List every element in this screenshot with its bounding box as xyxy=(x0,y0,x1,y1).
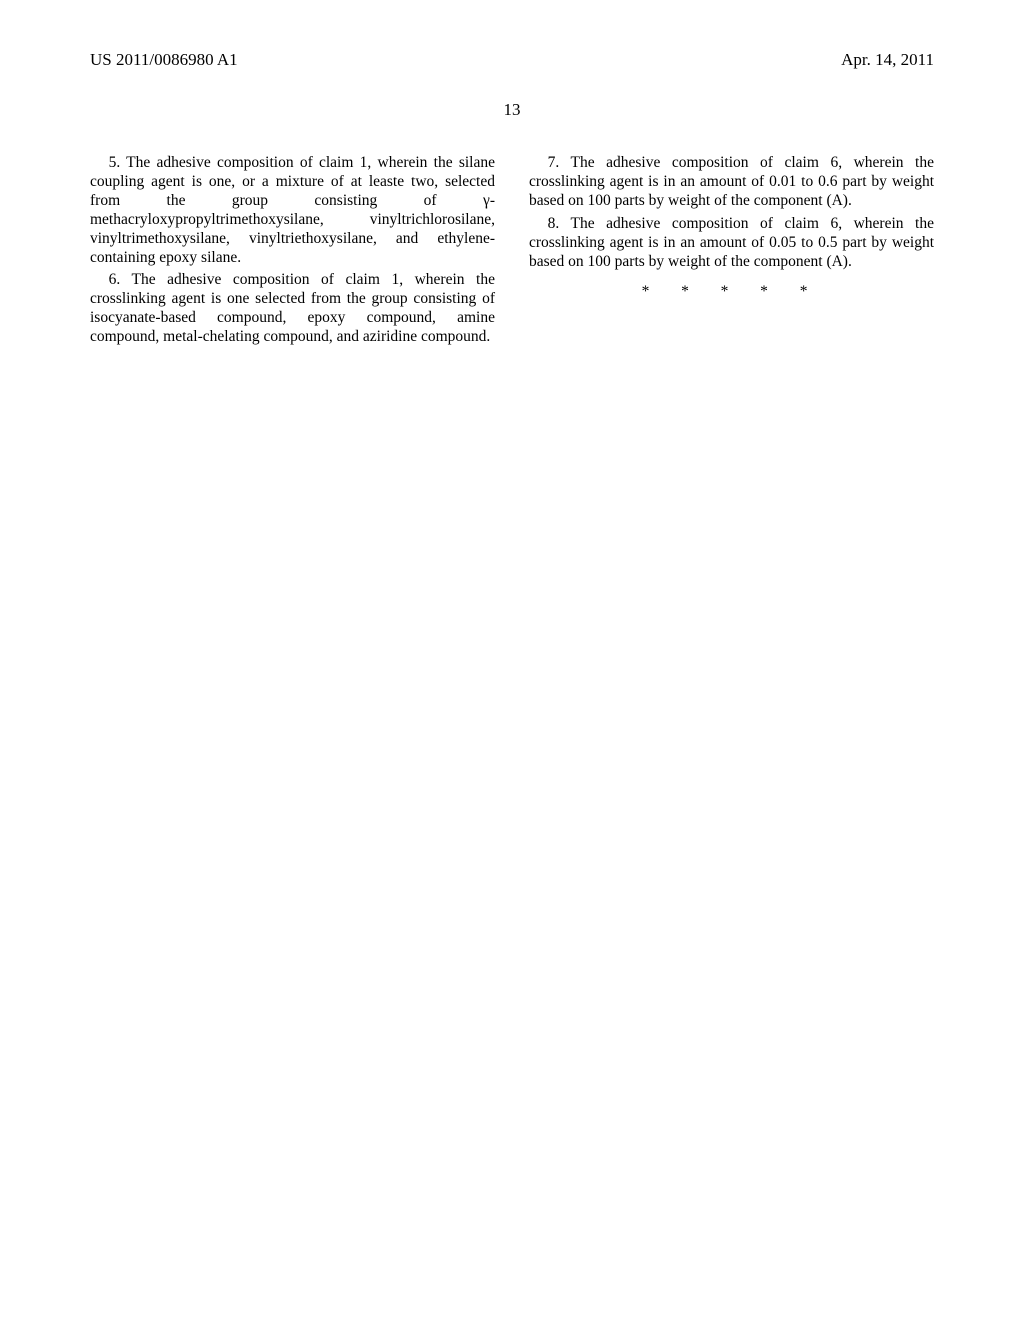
page-container: US 2011/0086980 A1 Apr. 14, 2011 13 5. T… xyxy=(0,0,1024,1320)
end-marker: * * * * * xyxy=(529,283,934,302)
publication-number: US 2011/0086980 A1 xyxy=(90,50,238,70)
publication-date: Apr. 14, 2011 xyxy=(841,50,934,70)
claim-8: 8. The adhesive composition of claim 6, … xyxy=(529,215,934,272)
page-header: US 2011/0086980 A1 Apr. 14, 2011 xyxy=(90,50,934,70)
page-number: 13 xyxy=(90,100,934,120)
claim-7: 7. The adhesive composition of claim 6, … xyxy=(529,154,934,211)
claim-6: 6. The adhesive composition of claim 1, … xyxy=(90,271,495,347)
claims-body: 5. The adhesive composition of claim 1, … xyxy=(90,154,934,347)
claim-5: 5. The adhesive composition of claim 1, … xyxy=(90,154,495,267)
